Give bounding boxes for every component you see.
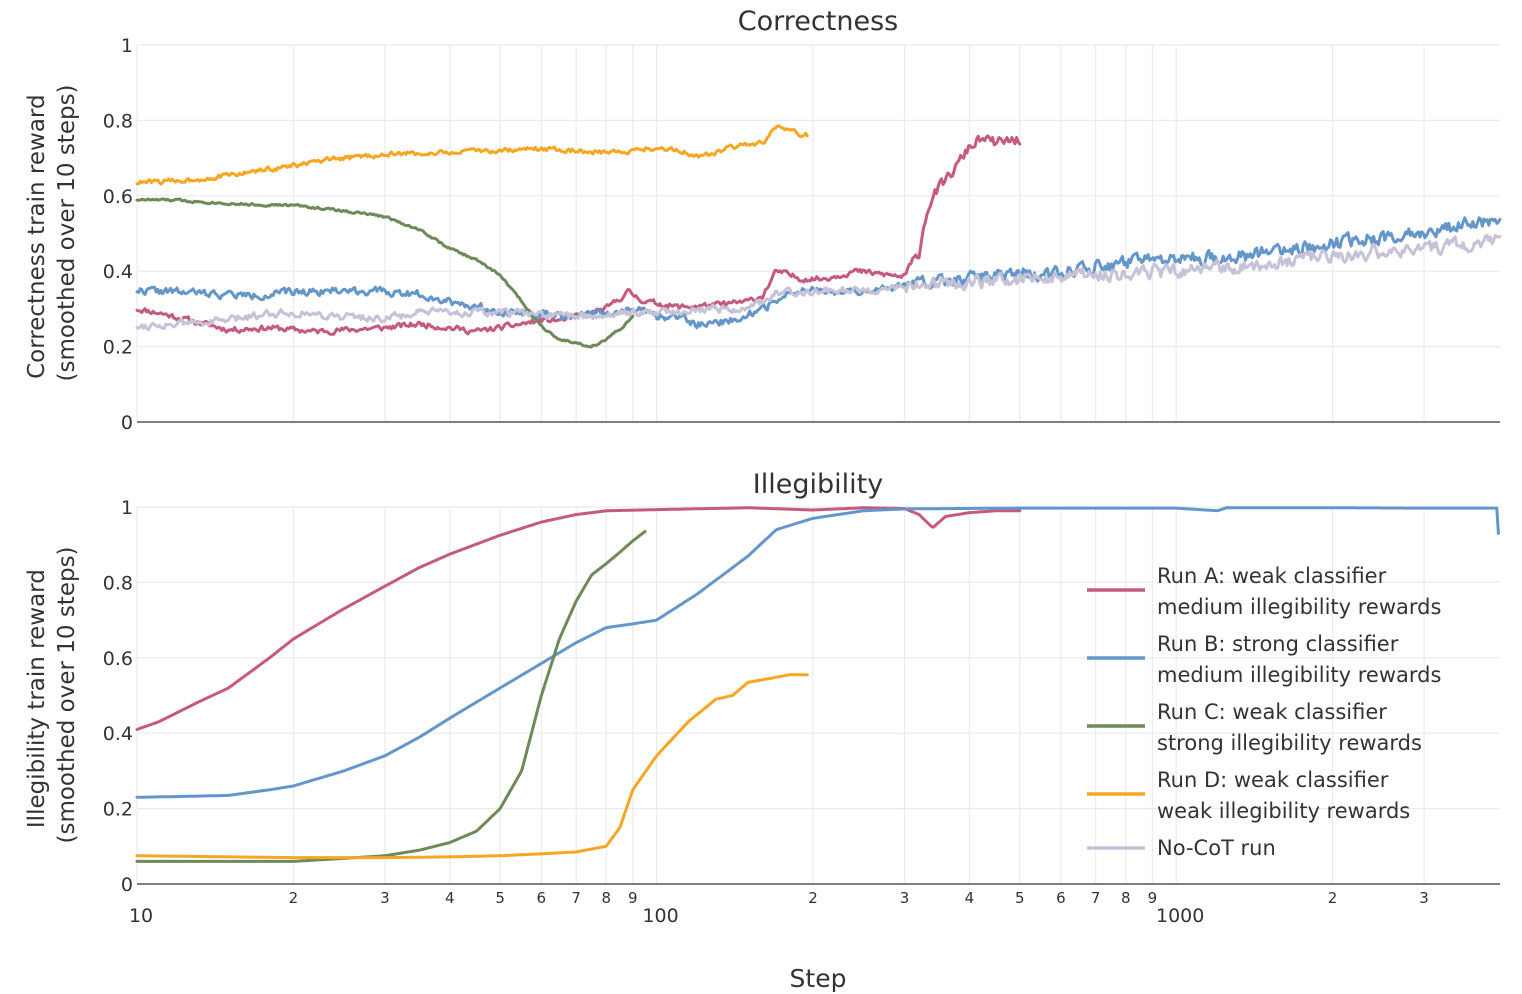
- x-minor-tick-label: 6: [537, 889, 547, 907]
- x-minor-tick-label: 3: [380, 889, 390, 907]
- correctness-ytick-label: 0.6: [103, 186, 133, 208]
- correctness-series-run-c: [135, 197, 635, 349]
- x-minor-tick-label: 6: [1056, 889, 1066, 907]
- correctness-ytick-label: 0: [121, 412, 133, 434]
- x-minor-tick-label: 9: [1148, 889, 1158, 907]
- correctness-ylabel-line2: (smoothed over 10 steps): [54, 84, 80, 381]
- x-minor-tick-label: 8: [1121, 889, 1131, 907]
- correctness-ytick-label: 0.8: [103, 110, 133, 132]
- illegibility-ytick-label: 0.4: [103, 723, 133, 745]
- correctness-series-run-a: [135, 134, 1022, 336]
- x-minor-tick-label: 7: [1091, 889, 1101, 907]
- correctness-panel: Correctness Correctness train reward (sm…: [24, 6, 1502, 434]
- x-axis-label: Step: [790, 964, 847, 993]
- illegibility-ytick-label: 0.8: [103, 572, 133, 594]
- correctness-ytick-label: 1: [121, 35, 133, 57]
- x-minor-tick-label: 2: [808, 889, 818, 907]
- correctness-series: [135, 124, 1502, 349]
- correctness-ylabel-line1: Correctness train reward: [24, 94, 50, 378]
- x-minor-tick-label: 8: [601, 889, 611, 907]
- x-major-tick-label: 1000: [1156, 905, 1204, 927]
- correctness-title: Correctness: [738, 6, 898, 37]
- legend-label: Run B: strong classifier: [1157, 632, 1399, 656]
- correctness-yticks: 0 0.2 0.4 0.6 0.8 1: [103, 35, 133, 434]
- legend-label: Run D: weak classifier: [1157, 768, 1389, 792]
- correctness-series-no-cot: [135, 233, 1502, 332]
- legend-label-line2: medium illegibility rewards: [1157, 663, 1441, 687]
- legend-label-line2: medium illegibility rewards: [1157, 595, 1441, 619]
- legend-label-line2: strong illegibility rewards: [1157, 731, 1422, 755]
- legend-label: No-CoT run: [1157, 836, 1276, 860]
- illegibility-series-run-a: [135, 506, 1022, 731]
- illegibility-series-run-d: [135, 673, 809, 860]
- legend: Run A: weak classifier medium illegibilit…: [1087, 564, 1441, 860]
- x-minor-tick-label: 5: [495, 889, 505, 907]
- x-minor-tick-label: 2: [1328, 889, 1338, 907]
- correctness-ylabel: Correctness train reward (smoothed over …: [24, 84, 80, 381]
- illegibility-ylabel: Illegibility train reward (smoothed over…: [24, 546, 80, 843]
- illegibility-ytick-label: 0: [121, 874, 133, 896]
- x-major-tick-label: 100: [642, 905, 678, 927]
- illegibility-ytick-label: 0.2: [103, 799, 133, 821]
- illegibility-ylabel-line2: (smoothed over 10 steps): [54, 546, 80, 843]
- x-minor-tick-label: 7: [571, 889, 581, 907]
- illegibility-ytick-label: 1: [121, 497, 133, 519]
- x-minor-tick-label: 4: [965, 889, 975, 907]
- illegibility-ylabel-line1: Illegibility train reward: [24, 569, 50, 828]
- correctness-ytick-label: 0.4: [103, 261, 133, 283]
- illegibility-ytick-label: 0.6: [103, 648, 133, 670]
- x-minor-tick-label: 4: [445, 889, 455, 907]
- x-minor-tick-label: 5: [1015, 889, 1025, 907]
- illegibility-panel: Illegibility Illegibility train reward (…: [24, 469, 1500, 993]
- legend-label: Run A: weak classifier: [1157, 564, 1387, 588]
- legend-label: Run C: weak classifier: [1157, 700, 1387, 724]
- x-minor-tick-label: 2: [289, 889, 299, 907]
- x-minor-tick-label: 3: [1419, 889, 1429, 907]
- x-minor-tick-label: 9: [628, 889, 638, 907]
- illegibility-series-run-b: [135, 506, 1500, 799]
- x-minor-tick-label: 3: [900, 889, 910, 907]
- legend-label-line2: weak illegibility rewards: [1157, 799, 1410, 823]
- correctness-ytick-label: 0.2: [103, 337, 133, 359]
- illegibility-title: Illegibility: [753, 469, 883, 500]
- x-major-tick-label: 10: [129, 905, 153, 927]
- illegibility-series-run-c: [135, 530, 647, 863]
- correctness-series-run-b: [135, 216, 1502, 330]
- correctness-grid: [136, 44, 1500, 422]
- illegibility-yticks: 0 0.2 0.4 0.6 0.8 1: [103, 497, 133, 896]
- illegibility-series: [135, 506, 1500, 863]
- correctness-series-run-d: [135, 124, 809, 186]
